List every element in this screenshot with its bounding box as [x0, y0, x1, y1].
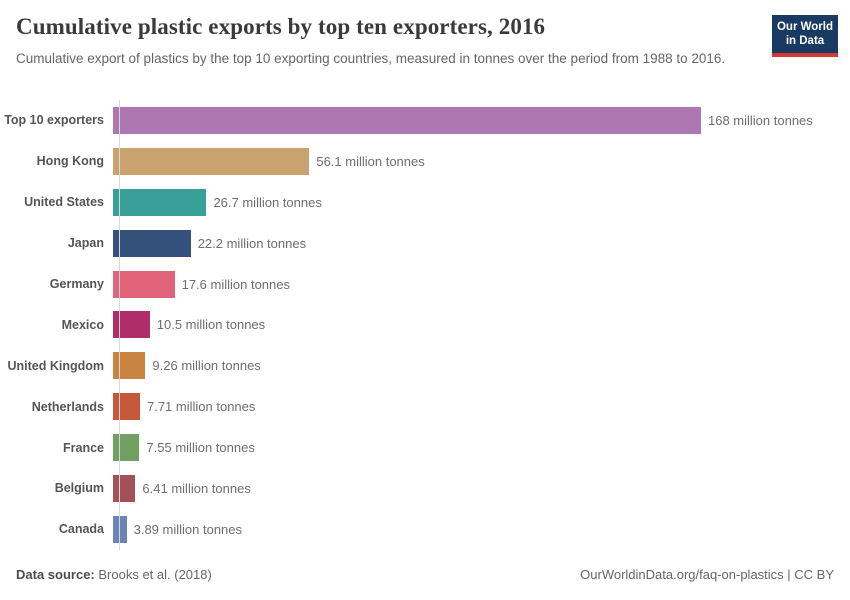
bar-value-label: 17.6 million tonnes: [181, 276, 290, 292]
chart-row: Germany 17.6 million tonnes: [0, 264, 850, 305]
chart-row: United States 26.7 million tonnes: [0, 182, 850, 223]
bar-value-label: 10.5 million tonnes: [156, 317, 266, 333]
chart-row: Mexico 10.5 million tonnes: [0, 304, 850, 345]
bar-value-label: 6.41 million tonnes: [142, 480, 251, 496]
bar-value-label: 56.1 million tonnes: [316, 153, 425, 169]
chart-row: Hong Kong 56.1 million tonnes: [0, 141, 850, 182]
bar[interactable]: [113, 352, 146, 380]
category-label: United States: [24, 195, 104, 210]
chart-title: Cumulative plastic exports by top ten ex…: [16, 14, 546, 39]
category-label: Mexico: [61, 317, 104, 332]
bar-rows: Top 10 exporters 168 million tonnes Hong K…: [0, 100, 850, 550]
category-label: Germany: [49, 277, 104, 291]
chart-row: United Kingdom 9.26 million tonnes: [0, 345, 850, 386]
bar[interactable]: [113, 270, 175, 298]
chart-row: Netherlands 7.71 million tonnes: [0, 386, 850, 427]
category-label: Hong Kong: [36, 154, 104, 169]
data-source-label: Data source:: [16, 567, 95, 582]
bar-value-label: 9.26 million tonnes: [152, 358, 261, 374]
owid-logo[interactable]: Our World in Data: [772, 15, 838, 57]
bar-value-label: 3.89 million tonnes: [133, 521, 243, 537]
chart-header: Cumulative plastic exports by top ten ex…: [0, 0, 850, 100]
chart-row: Top 10 exporters 168 million tonnes: [0, 100, 850, 141]
data-source: Data source: Brooks et al. (2018): [16, 567, 212, 582]
bar[interactable]: [113, 106, 701, 134]
bar-value-label: 168 million tonnes: [708, 112, 813, 128]
chart-row: Canada 3.89 million tonnes: [0, 509, 850, 550]
y-axis-line: [119, 100, 120, 550]
category-label: Top 10 exporters: [4, 113, 104, 128]
owid-logo-stripe: [772, 52, 838, 57]
bar-value-label: 26.7 million tonnes: [213, 194, 322, 210]
header-text: Cumulative plastic exports by top ten ex…: [16, 14, 725, 69]
chart-row: France 7.55 million tonnes: [0, 427, 850, 468]
bar[interactable]: [113, 188, 207, 216]
chart-row: Japan 22.2 million tonnes: [0, 223, 850, 264]
bar[interactable]: [113, 474, 136, 502]
chart-row: Belgium 6.41 million tonnes: [0, 468, 850, 509]
category-label: Belgium: [54, 481, 104, 496]
owid-logo-text: Our World in Data: [772, 15, 838, 53]
bar[interactable]: [113, 147, 310, 175]
category-label: United Kingdom: [7, 358, 104, 373]
category-label: Japan: [67, 236, 104, 251]
category-label: Canada: [58, 522, 104, 537]
bar-value-label: 22.2 million tonnes: [197, 235, 307, 251]
chart-subtitle: Cumulative export of plastics by the top…: [16, 51, 726, 66]
bar-value-label: 7.71 million tonnes: [146, 399, 256, 415]
footer-link[interactable]: OurWorldinData.org/faq-on-plastics | CC …: [580, 567, 834, 582]
bar[interactable]: [113, 229, 191, 257]
chart-footer: Data source: Brooks et al. (2018) OurWor…: [16, 567, 834, 582]
bar-value-label: 7.55 million tonnes: [146, 440, 255, 456]
data-source-value: Brooks et al. (2018): [98, 567, 212, 582]
bar-chart: Top 10 exporters 168 million tonnes Hong K…: [0, 100, 850, 550]
bar[interactable]: [113, 434, 140, 462]
category-label: France: [63, 440, 104, 455]
bar[interactable]: [113, 393, 140, 421]
category-label: Netherlands: [31, 399, 104, 414]
